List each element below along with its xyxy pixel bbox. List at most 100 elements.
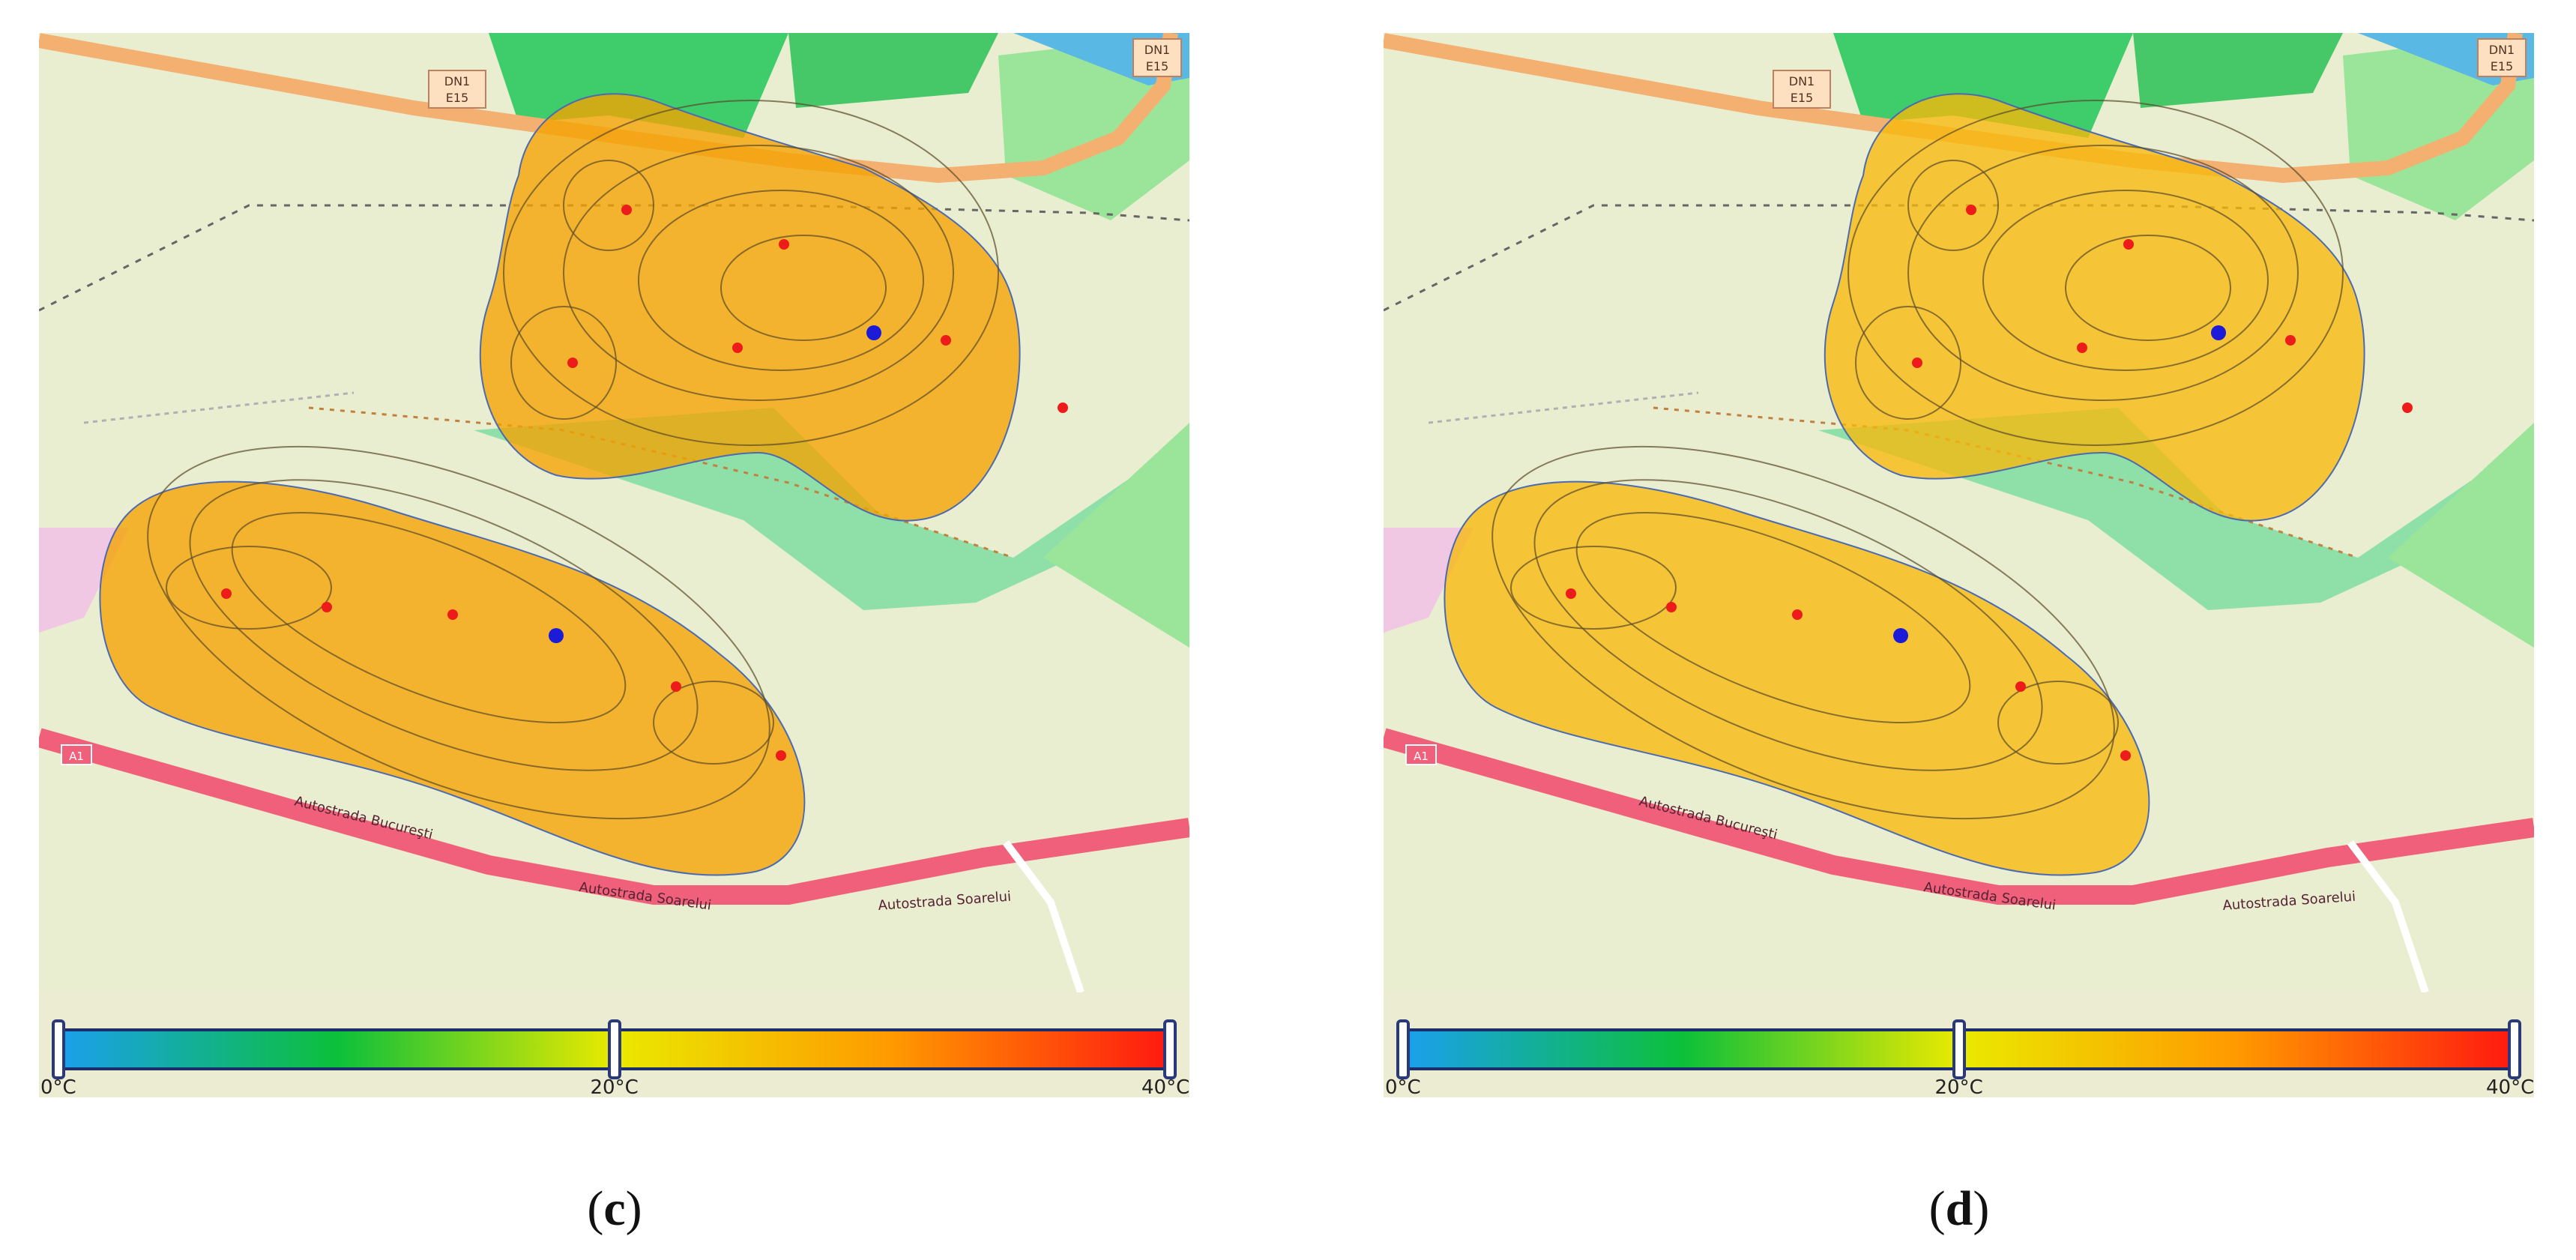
road-sign-2: DN1 E15 [2477, 38, 2527, 77]
svg-text:A1: A1 [69, 750, 84, 763]
isolines [147, 100, 999, 820]
sensor-dot[interactable] [2077, 343, 2087, 353]
road-sign: DN1 E15 [1773, 70, 1831, 109]
reference-sensor-dot[interactable] [549, 628, 564, 643]
sensor-dot[interactable] [2285, 335, 2296, 346]
reference-sensor-dot[interactable] [866, 325, 881, 340]
sensor-dot[interactable] [1912, 358, 1922, 368]
isoline [1907, 145, 2299, 401]
path-line [1428, 391, 1699, 424]
reference-sensor-dot[interactable] [2211, 325, 2226, 340]
isoline [563, 160, 654, 251]
isoline [1533, 479, 2043, 771]
scale-handle-mid[interactable] [1952, 1019, 1966, 1079]
road-sign-2: DN1 E15 [1132, 38, 1182, 77]
heatmap-panel-d: DN1 E15 DN1 E15 A1 Autostrada Bucureşti … [1384, 33, 2534, 1099]
isoline [1491, 445, 2115, 820]
isoline [653, 681, 774, 765]
sensor-dot[interactable] [732, 343, 743, 353]
scale-handle-min[interactable] [52, 1019, 65, 1079]
isoline [1510, 546, 1677, 630]
svg-text:A1: A1 [1414, 750, 1429, 763]
isolines [1491, 100, 2344, 820]
heat-zone-south [1444, 480, 2150, 876]
map-view[interactable]: DN1 E15 DN1 E15 A1 Autostrada Bucureşti … [39, 33, 1189, 992]
reference-sensor-dot[interactable] [1893, 628, 1908, 643]
isoline [638, 190, 924, 371]
sensor-points [221, 205, 1068, 761]
isoline [2065, 235, 2231, 341]
heat-zone-north [1824, 93, 2365, 522]
sensor-dot[interactable] [1792, 609, 1803, 620]
isoline [1575, 512, 1971, 723]
sensor-dot[interactable] [776, 750, 786, 761]
isoline [1907, 160, 1999, 251]
heatmap-overlay [99, 93, 1068, 876]
sensor-points [1566, 205, 2413, 761]
isoline [1847, 100, 2344, 446]
svg-text:E15: E15 [2491, 59, 2513, 73]
meadow-area-2 [2388, 423, 2534, 648]
sensor-dot[interactable] [621, 205, 632, 215]
motorway-badge: A1 [1405, 744, 1437, 765]
scale-handle-min[interactable] [1396, 1019, 1410, 1079]
scale-handle-max[interactable] [2508, 1019, 2521, 1079]
sensor-dot[interactable] [221, 588, 232, 599]
sensor-dot[interactable] [322, 602, 332, 612]
scale-handle-mid[interactable] [607, 1019, 621, 1079]
path-line [83, 391, 355, 424]
svg-text:DN1: DN1 [1144, 43, 1170, 57]
isoline [720, 235, 887, 341]
scale-label-min: 0°C [40, 1076, 76, 1099]
meadow-area-2 [1043, 423, 1189, 648]
isoline [1997, 681, 2119, 765]
sensor-dot[interactable] [1058, 403, 1068, 413]
temperature-scale: 0°C 20°C 40°C [39, 992, 1190, 1099]
sensor-dot[interactable] [1966, 205, 1976, 215]
path-line-2 [1003, 840, 1085, 992]
motorway-badge: A1 [61, 744, 92, 765]
isoline [231, 512, 627, 723]
svg-text:E15: E15 [1146, 59, 1168, 73]
scale-label-mid: 20°C [1934, 1076, 1983, 1099]
sensor-dot[interactable] [1566, 588, 1576, 599]
sensor-dot[interactable] [779, 239, 789, 250]
svg-text:DN1: DN1 [1789, 74, 1815, 88]
scale-handle-max[interactable] [1163, 1019, 1177, 1079]
isoline [510, 306, 617, 420]
sensor-dot[interactable] [2123, 239, 2134, 250]
svg-text:E15: E15 [1791, 91, 1813, 105]
sensor-dot[interactable] [447, 609, 458, 620]
scale-label-min: 0°C [1385, 1076, 1421, 1099]
sensor-dot[interactable] [2015, 681, 2026, 692]
isoline [503, 100, 999, 446]
map-view[interactable]: DN1 E15 DN1 E15 A1 Autostrada Bucureşti … [1384, 33, 2534, 992]
sensor-dot[interactable] [671, 681, 681, 692]
heatmap-panel-c: DN1 E15 DN1 E15 A1 Autostrada Bucureşti … [39, 33, 1190, 1099]
isoline [563, 145, 954, 401]
trunk-road [1384, 33, 2523, 184]
sensor-dot[interactable] [1666, 602, 1677, 612]
isoline [147, 445, 770, 820]
heat-zone-north [479, 93, 1021, 522]
isoline [189, 479, 699, 771]
svg-text:E15: E15 [446, 91, 468, 105]
subfigure-caption-c: (c) [587, 1181, 642, 1236]
heat-zone-south [99, 480, 806, 876]
scale-label-max: 40°C [1141, 1076, 1190, 1099]
sensor-dot[interactable] [2402, 403, 2413, 413]
forest-area-2 [2133, 33, 2343, 108]
heatmap-overlay [1444, 93, 2413, 876]
temperature-scale: 0°C 20°C 40°C [1384, 992, 2534, 1099]
isoline [1855, 306, 1961, 420]
trunk-road [39, 33, 1178, 184]
isoline [166, 546, 332, 630]
sensor-dot[interactable] [567, 358, 578, 368]
sensor-dot[interactable] [941, 335, 951, 346]
scale-label-mid: 20°C [590, 1076, 639, 1099]
subfigure-caption-d: (d) [1928, 1181, 1990, 1236]
svg-text:DN1: DN1 [2489, 43, 2515, 57]
road-sign: DN1 E15 [428, 70, 486, 109]
sensor-dot[interactable] [2120, 750, 2131, 761]
svg-text:DN1: DN1 [444, 74, 470, 88]
